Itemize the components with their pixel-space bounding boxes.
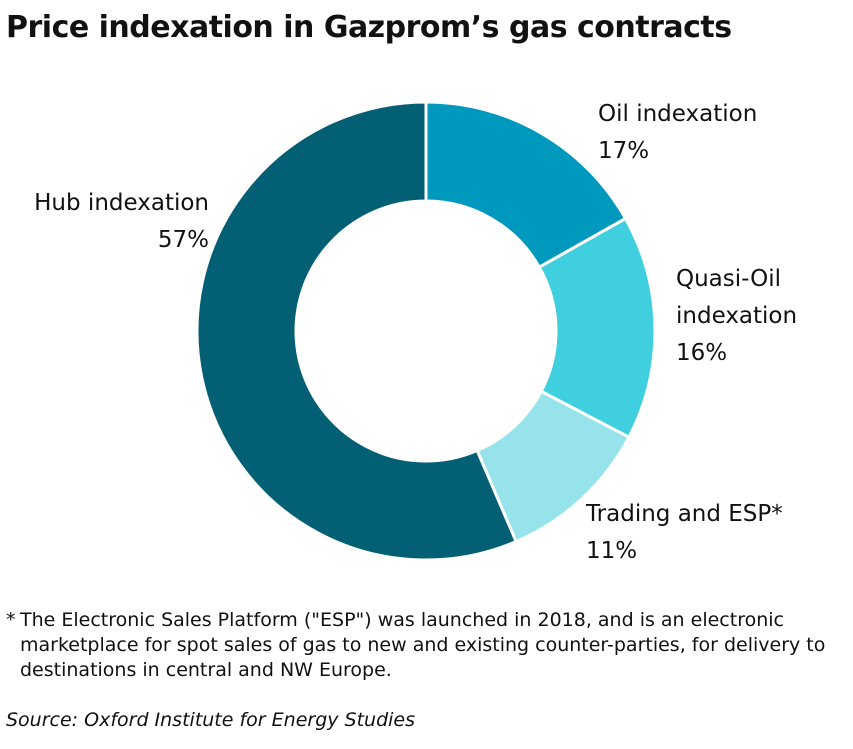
- donut-chart: Oil indexation 17% Quasi-Oil indexation 16% T…: [34, 100, 797, 564]
- footnote: * The Electronic Sales Platform ("ESP") …: [6, 608, 846, 683]
- slice-category-label: indexation: [676, 303, 797, 329]
- label-hub-indexation: Hub indexation 57%: [34, 190, 209, 253]
- slice-category-label: Quasi-Oil: [676, 266, 781, 292]
- footnote-marker: *: [6, 609, 16, 631]
- label-trading-and-esp: Trading and ESP* 11%: [585, 501, 783, 564]
- slice-category-label: Oil indexation: [598, 101, 757, 127]
- chart-title: Price indexation in Gazprom’s gas contra…: [6, 10, 732, 45]
- slice-value-label: 17%: [598, 138, 649, 164]
- slice-value-label: 11%: [586, 538, 637, 564]
- slice-hub-indexation: [195, 100, 518, 562]
- footnote-text: The Electronic Sales Platform ("ESP") wa…: [20, 609, 826, 681]
- slice-quasi-oil-indexation: [537, 217, 657, 439]
- label-quasi-oil-indexation: Quasi-Oil indexation 16%: [676, 266, 797, 366]
- slice-labels: Oil indexation 17% Quasi-Oil indexation 16% T…: [34, 101, 797, 564]
- slice-category-label: Trading and ESP*: [585, 501, 783, 527]
- slice-value-label: 16%: [676, 340, 727, 366]
- source-note: Source: Oxford Institute for Energy Stud…: [6, 709, 416, 731]
- label-oil-indexation: Oil indexation 17%: [598, 101, 757, 164]
- donut-slices: [195, 100, 657, 562]
- slice-oil-indexation: [424, 100, 627, 269]
- slice-category-label: Hub indexation: [34, 190, 209, 216]
- slice-value-label: 57%: [158, 227, 209, 253]
